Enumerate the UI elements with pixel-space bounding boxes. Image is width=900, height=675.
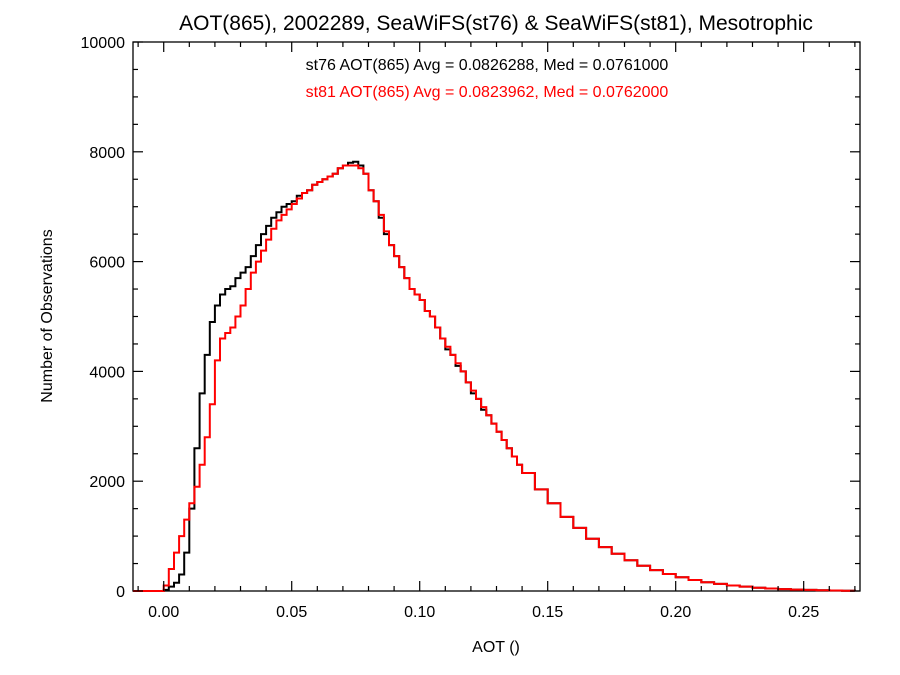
y-tick-label: 2000 xyxy=(89,474,125,491)
stats-annotation-st76: st76 AOT(865) Avg = 0.0826288, Med = 0.0… xyxy=(306,57,669,74)
y-tick-label: 0 xyxy=(116,584,125,601)
y-tick-label: 4000 xyxy=(89,364,125,381)
series-layer xyxy=(133,160,856,592)
series-line-0 xyxy=(133,160,856,592)
x-tick-label: 0.00 xyxy=(148,604,179,621)
plot-frame xyxy=(132,41,861,592)
x-tick-label: 0.20 xyxy=(660,604,691,621)
x-tick-label: 0.15 xyxy=(532,604,563,621)
y-tick-label: 8000 xyxy=(89,145,125,162)
chart-title: AOT(865), 2002289, SeaWiFS(st76) & SeaWi… xyxy=(179,12,813,35)
y-tick-label: 10000 xyxy=(81,35,126,52)
x-axis-label: AOT () xyxy=(472,639,520,656)
x-tick-label: 0.10 xyxy=(404,604,435,621)
y-tick-label: 6000 xyxy=(89,255,125,272)
x-tick-label: 0.25 xyxy=(788,604,819,621)
series-line-1 xyxy=(133,164,856,592)
stats-annotation-st81: st81 AOT(865) Avg = 0.0823962, Med = 0.0… xyxy=(306,84,669,101)
y-axis-label: Number of Observations xyxy=(39,229,56,402)
axis-ticks: 0.00 0.05 0.10 0.15 0.20 0.25 0 2000 4000 6000 800… xyxy=(81,35,860,621)
x-tick-label: 0.05 xyxy=(276,604,307,621)
